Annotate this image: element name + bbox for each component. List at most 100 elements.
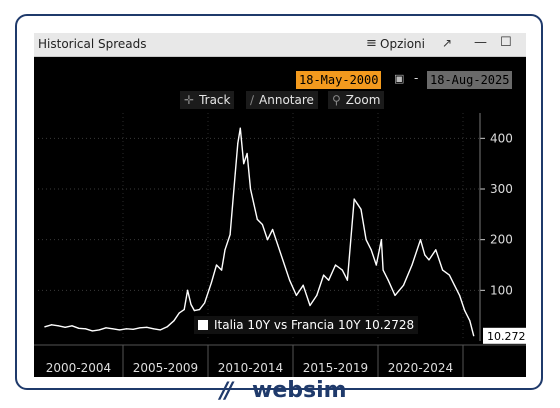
spread-data-point [98,329,100,331]
end-date-field[interactable]: 18-Aug-2025 [427,71,513,89]
menu-icon[interactable]: ≡ [366,36,377,51]
track-button[interactable]: ✛ Track [180,91,235,109]
spread-data-point [459,294,461,296]
spread-data-point [159,329,161,331]
spread-data-point [105,327,107,329]
spread-data-point [183,308,185,311]
spread-data-point [139,327,141,329]
annotate-label: Annotare [259,93,314,107]
websim-wordmark: websim [252,378,347,403]
spread-data-point [448,274,450,276]
spread-data-point [166,326,168,328]
x-tick-label: 2000-2004 [46,361,111,375]
spread-data-point [295,294,297,296]
date-separator: - [414,71,419,85]
spread-data-point [239,127,241,129]
pencil-icon: ∕ [250,93,255,107]
spread-data-point [119,329,121,331]
legend-label: Italia 10Y vs Francia 10Y [214,318,361,332]
spread-data-point [178,312,180,314]
spread-data-point [435,249,437,251]
spread-data-point [283,264,286,266]
spread-data-point [442,269,444,271]
spread-data-point [261,223,263,226]
annotate-button[interactable]: ∕ Annotare [246,91,318,109]
historical-spreads-window: Historical Spreads ≡ Opzioni ↗ — ☐ 18-Ma… [34,33,526,377]
start-date-field[interactable]: 18-May-2000 [296,71,382,89]
spread-data-point [469,320,471,322]
spread-data-point [187,289,189,291]
spread-data-point [380,239,382,241]
chart-legend: Italia 10Y vs Francia 10Y 10.2728 [194,316,419,334]
spread-data-point [57,325,59,327]
x-tick-label: 2020-2024 [388,361,453,375]
spread-data-point [272,228,274,231]
legend-value: 10.2728 [364,318,415,332]
websim-mark-icon: // [220,379,233,404]
spread-series-line [44,127,475,336]
zoom-button[interactable]: ⚲ Zoom [328,91,385,109]
spread-data-point [416,249,418,251]
spread-data-point [370,249,372,251]
minimize-icon[interactable]: — [474,35,487,50]
x-tick-label: 2015-2019 [303,361,368,375]
spread-data-point [193,310,195,312]
last-value-tag [483,327,526,344]
spread-data-point [246,152,248,155]
spread-data-point [357,203,359,205]
spread-data-point [402,284,405,286]
spread-data-point [464,310,466,312]
zoom-label: Zoom [345,93,381,107]
spread-data-point [215,264,218,266]
spread-data-point [132,328,134,330]
spread-data-point [210,282,212,284]
track-label: Track [199,93,231,107]
expand-icon[interactable]: ↗ [442,36,453,50]
spread-data-point [375,264,377,266]
y-tick-label: 400 [490,131,513,145]
spread-data-point [424,254,426,256]
spread-data-point [473,335,475,337]
spread-data-point [146,326,148,328]
spread-data-point [353,198,355,200]
y-tick-label: 300 [490,182,513,196]
spread-data-point [91,330,93,332]
spread-data-point [453,284,456,286]
spread-data-point [224,249,226,251]
crosshair-icon: ✛ [184,93,195,107]
spread-data-point [277,244,279,246]
spread-data-point [256,218,258,220]
spread-data-point [198,308,201,311]
spread-data-point [112,328,114,330]
maximize-icon[interactable]: ☐ [500,35,512,50]
spread-data-point [85,328,87,330]
spread-data-point [360,208,362,210]
spread-data-point [428,259,430,261]
spread-data-point [190,303,192,306]
spread-data-point [382,269,384,271]
options-menu[interactable]: Opzioni [380,37,425,51]
spread-data-point [365,239,367,241]
spread-data-point [346,279,348,281]
spread-data-point [323,274,325,276]
spread-data-point [234,173,236,175]
calendar-icon[interactable]: ▣ [394,72,405,85]
spread-data-point [394,294,396,296]
spread-data-point [249,188,252,190]
spread-data-point [387,279,389,281]
legend-swatch [198,320,208,330]
spread-data-point [266,239,269,241]
spread-data-point [71,325,73,327]
spread-data-point [350,239,352,241]
last-value-label: 10.272 [487,330,526,343]
spread-data-point [316,294,318,296]
y-tick-label: 100 [490,283,513,297]
spread-data-point [221,269,223,271]
spread-data-point [204,302,206,304]
spread-data-point [51,324,53,326]
spread-data-point [302,284,304,286]
spread-data-point [125,328,127,330]
spread-chart[interactable]: 100 200 300 400 2000-2004 2005-2009 2010-2014 2… [34,91,526,377]
spread-data-point [341,269,343,271]
spread-data-point [289,279,291,281]
